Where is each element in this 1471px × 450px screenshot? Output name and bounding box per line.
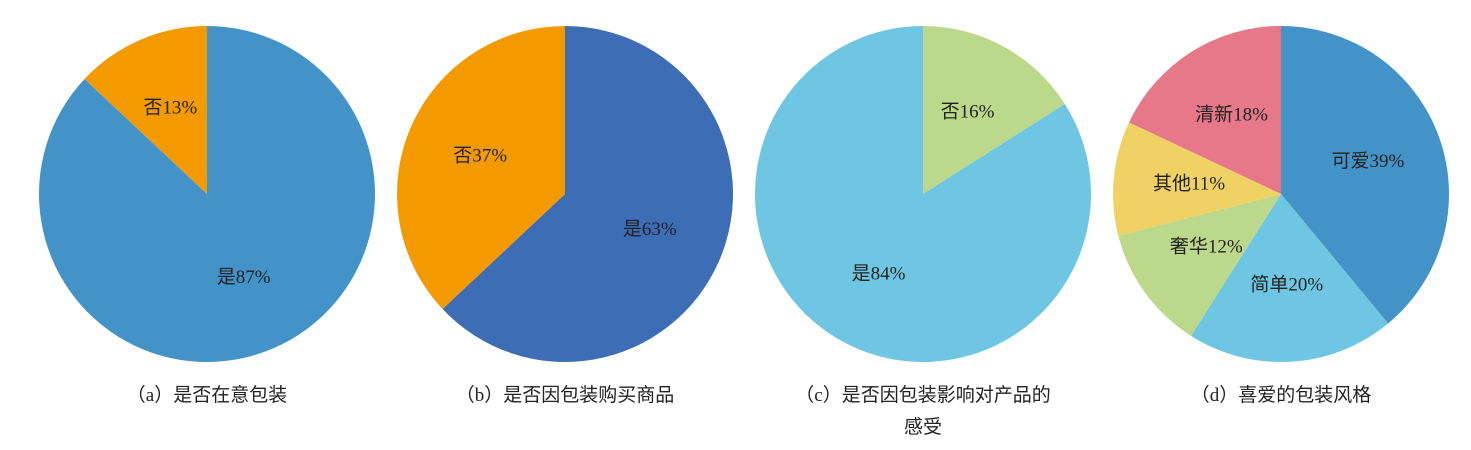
slice-label: 是63% [623,219,677,240]
slice-label: 否37% [453,146,507,167]
pie-slice [84,26,207,194]
slice-label: 清新18% [1195,103,1268,125]
pie-slice [1128,26,1281,194]
slice-label: 是87% [217,267,271,288]
chart-caption: （a）是否在意包装 [126,385,288,406]
slice-label: 是84% [852,263,906,284]
pie-slice [1190,194,1389,363]
chart-caption: （b）是否因包装购买商品 [455,385,675,406]
slice-label: 否13% [143,98,197,119]
slice-label: 奢华12% [1170,236,1243,258]
chart-caption: （c）是否因包装影响对产品的感受 [795,385,1051,438]
slice-label: 简单20% [1250,274,1323,296]
slice-label: 否16% [941,101,995,122]
pie-slice [442,26,733,362]
pie-slice [923,26,1065,194]
pie-slice [1118,194,1281,336]
pie-slice [1281,26,1449,324]
pie-slice [1113,122,1281,236]
chart-caption: （d）喜爱的包装风格 [1190,385,1372,406]
pie-slice [754,26,1091,362]
slice-label: 其他11% [1153,173,1225,195]
slice-label: 可爱39% [1332,150,1405,172]
pie-slice [397,26,565,310]
chart: 是87% 否13% 是63% 否37% 否16% 是84% 可爱39% 简单20% 奢华12% 其… [38,26,1449,363]
